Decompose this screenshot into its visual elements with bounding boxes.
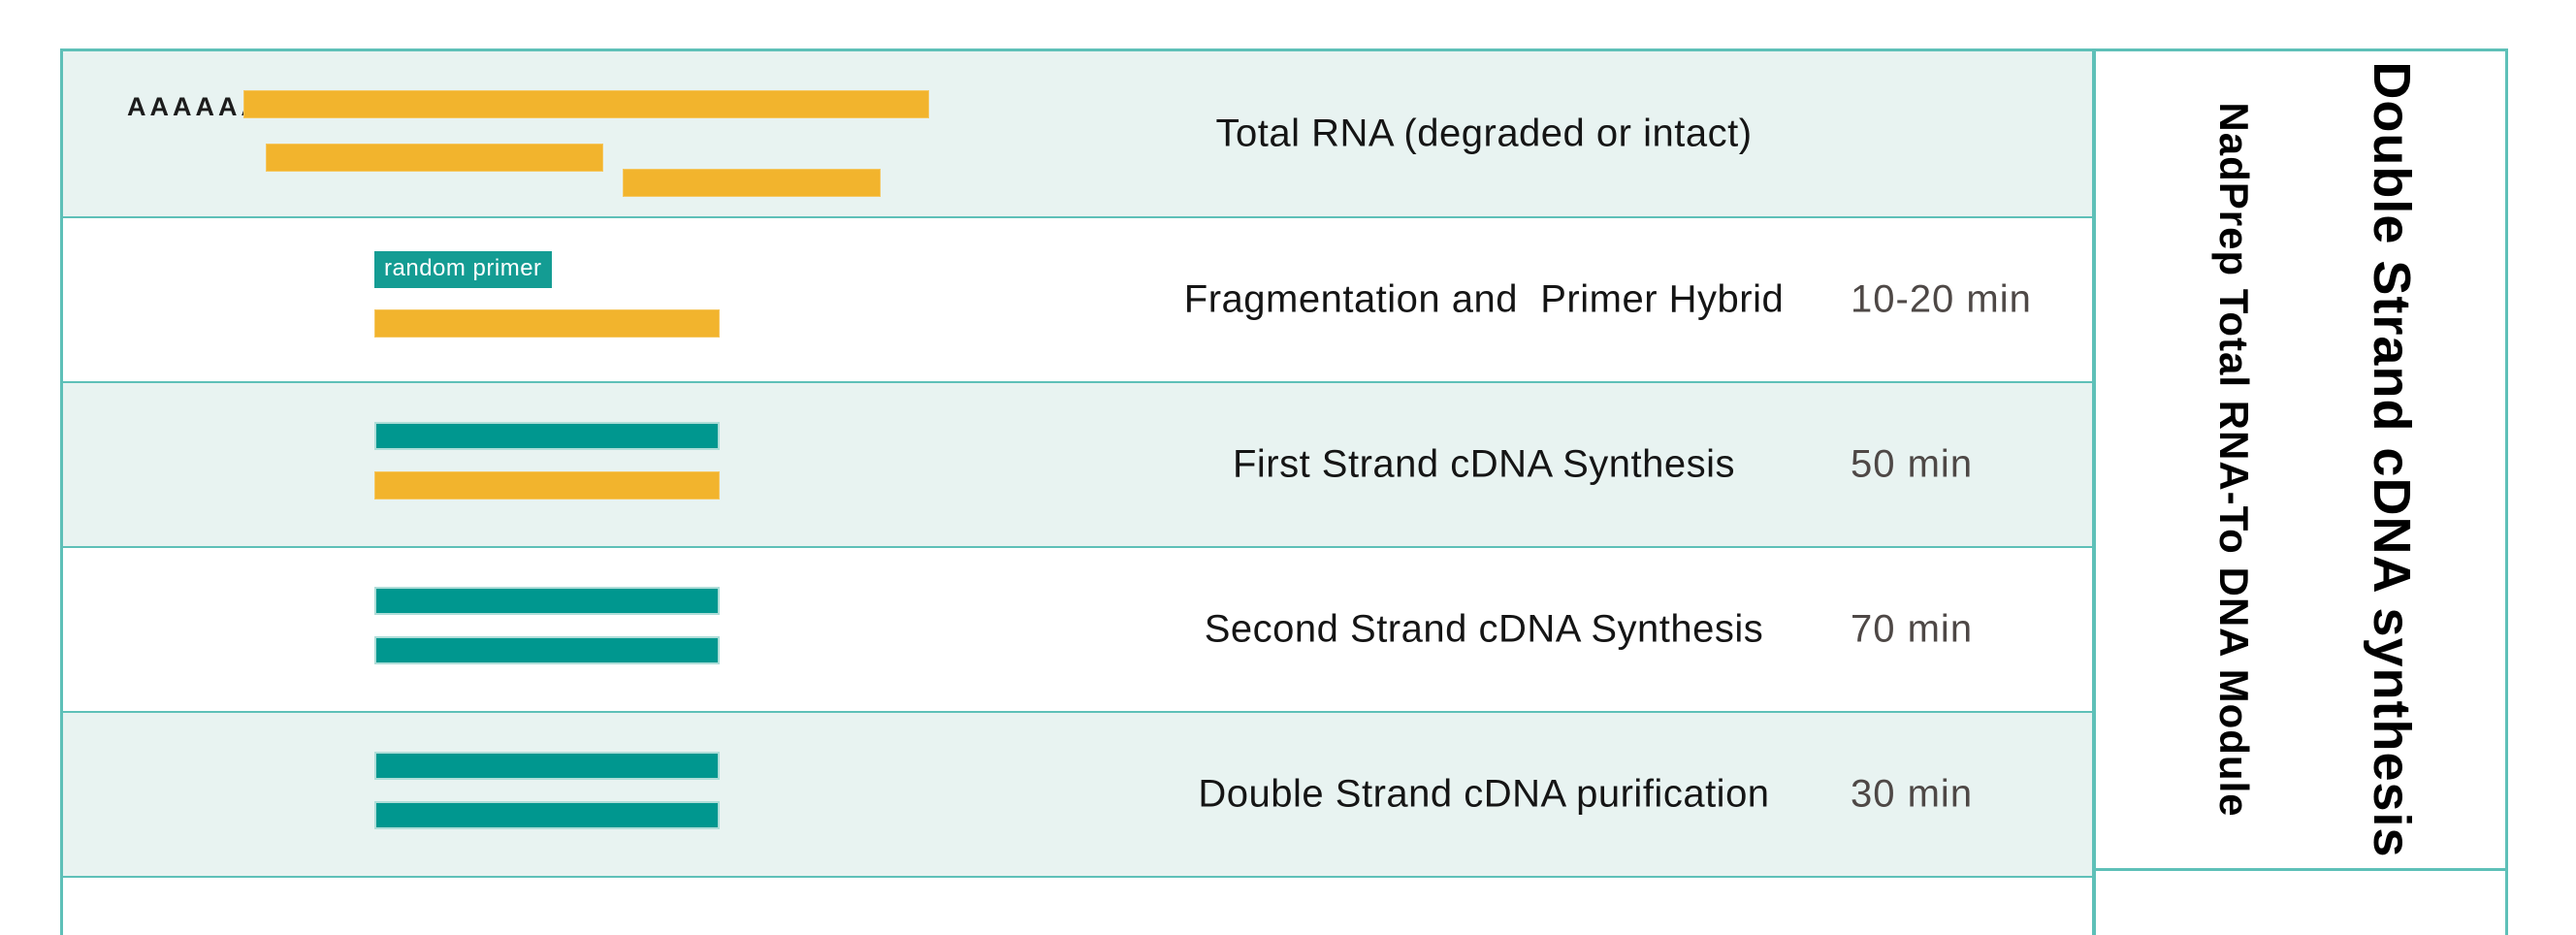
rna-fragment-bar <box>374 471 720 500</box>
cdna-strand-bar <box>374 587 720 615</box>
step-label: Total RNA (degraded or intact) <box>1215 112 1753 155</box>
module-name-vertical-label: NadPrep Total RNA-To DNA Module <box>2211 102 2257 818</box>
side-panel-continuation <box>2093 871 2508 935</box>
step-duration: 30 min <box>1851 772 1974 816</box>
rna-fragment-bar <box>374 309 720 338</box>
step-label: Double Strand cDNA purification <box>1198 772 1770 816</box>
side-panel: NadPrep Total RNA-To DNA Module Double S… <box>2093 48 2508 871</box>
cdna-strand-bar <box>374 801 720 829</box>
row-fragmentation-primer-hybrid: random primer Fragmentation and Primer H… <box>63 216 2092 381</box>
cdna-strand-bar <box>374 636 720 664</box>
random-primer-badge: random primer <box>374 251 552 288</box>
protocol-steps-table: AAAAAAA Total RNA (degraded or intact) r… <box>60 48 2095 935</box>
cdna-strand-bar <box>374 752 720 780</box>
rna-fragment-bar <box>266 144 603 172</box>
section-name-vertical-label: Double Strand cDNA synthesis <box>2363 61 2421 858</box>
step-duration: 10-20 min <box>1851 277 2032 321</box>
row-second-strand-synthesis: Second Strand cDNA Synthesis 70 min <box>63 546 2092 711</box>
cdna-strand-bar <box>374 422 720 450</box>
row-total-rna: AAAAAAA Total RNA (degraded or intact) <box>63 51 2092 216</box>
rna-fragment-bar <box>623 169 881 197</box>
row-next-partial <box>63 876 2092 935</box>
step-duration: 70 min <box>1851 607 1974 651</box>
step-label: Second Strand cDNA Synthesis <box>1204 607 1764 651</box>
row-first-strand-synthesis: First Strand cDNA Synthesis 50 min <box>63 381 2092 546</box>
step-label: First Strand cDNA Synthesis <box>1232 442 1736 486</box>
step-label: Fragmentation and Primer Hybrid <box>1183 277 1785 321</box>
rna-strand-bar-long <box>243 90 929 118</box>
row-double-strand-purification: Double Strand cDNA purification 30 min <box>63 711 2092 876</box>
step-duration: 50 min <box>1851 442 1974 486</box>
